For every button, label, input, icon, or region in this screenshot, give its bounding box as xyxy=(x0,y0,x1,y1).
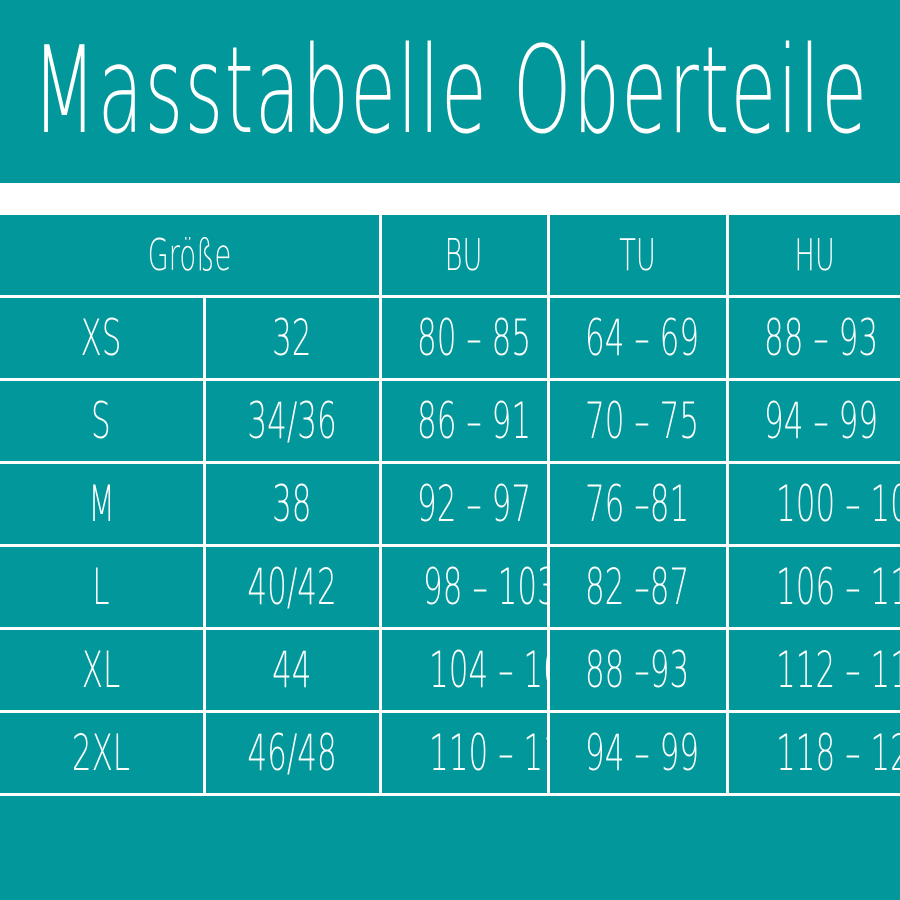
divider-band xyxy=(0,183,900,215)
cell-text: XL xyxy=(81,641,121,699)
cell-text: 100 – 105 xyxy=(775,475,900,533)
cell-bu: 104 – 109 xyxy=(378,627,550,713)
cell-text: 2XL xyxy=(72,724,131,782)
table-row: XS 32 80 – 85 64 – 69 88 – 93 xyxy=(0,295,900,381)
title-text: Masstabelle Oberteile xyxy=(31,22,869,161)
cell-text: 64 – 69 xyxy=(584,309,699,367)
cell-text: 46/48 xyxy=(247,724,337,782)
table-row: XL 44 104 – 109 88 –93 112 – 117 xyxy=(0,627,900,713)
cell-bu: 92 – 97 xyxy=(378,461,550,547)
cell-label: S xyxy=(0,378,206,464)
cell-text: 104 – 109 xyxy=(428,641,545,699)
table-row: L 40/42 98 – 103 82 –87 106 – 111 xyxy=(0,544,900,630)
cell-hu: 100 – 105 xyxy=(725,461,900,547)
cell-size: 40/42 xyxy=(202,544,382,630)
cell-text: 44 xyxy=(272,641,312,699)
table-row: M 38 92 – 97 76 –81 100 – 105 xyxy=(0,461,900,547)
cell-text: 86 – 91 xyxy=(416,392,531,450)
cell-text: 106 – 111 xyxy=(775,558,900,616)
cell-hu: 118 – 123 xyxy=(725,710,900,796)
cell-text: XS xyxy=(80,309,122,367)
cell-tu: 88 –93 xyxy=(546,627,729,713)
cell-size: 34/36 xyxy=(202,378,382,464)
cell-text: S xyxy=(91,392,112,450)
cell-text: M xyxy=(87,475,115,533)
cell-hu: 106 – 111 xyxy=(725,544,900,630)
cell-size: 38 xyxy=(202,461,382,547)
table-row: S 34/36 86 – 91 70 – 75 94 – 99 xyxy=(0,378,900,464)
cell-tu: 76 –81 xyxy=(546,461,729,547)
cell-text: 98 – 103 xyxy=(422,558,548,616)
cell-tu: 82 –87 xyxy=(546,544,729,630)
cell-text: 110 – 115 xyxy=(428,724,545,782)
cell-text: 40/42 xyxy=(247,558,337,616)
cell-bu: 110 – 115 xyxy=(378,710,550,796)
cell-text: 32 xyxy=(272,309,312,367)
cell-tu: 64 – 69 xyxy=(546,295,729,381)
cell-bu: 98 – 103 xyxy=(378,544,550,630)
cell-size: 32 xyxy=(202,295,382,381)
table-header-row: Größe BU TU HU xyxy=(0,215,900,298)
cell-hu: 94 – 99 xyxy=(725,378,900,464)
page-title: Masstabelle Oberteile xyxy=(0,0,900,183)
cell-text: 118 – 123 xyxy=(775,724,900,782)
cell-label: L xyxy=(0,544,206,630)
cell-text: 82 –87 xyxy=(585,558,690,616)
cell-text: 88 –93 xyxy=(585,641,690,699)
cell-text: L xyxy=(92,558,110,616)
cell-text: 80 – 85 xyxy=(416,309,531,367)
cell-text: 76 –81 xyxy=(585,475,690,533)
cell-label: M xyxy=(0,461,206,547)
cell-tu: 70 – 75 xyxy=(546,378,729,464)
cell-label: XL xyxy=(0,627,206,713)
size-table: Größe BU TU HU XS 32 80 – 85 64 – 69 88 – 93… xyxy=(0,215,900,796)
table-row: 2XL 46/48 110 – 115 94 – 99 118 – 123 xyxy=(0,710,900,796)
header-hu: HU xyxy=(725,215,900,298)
cell-hu: 112 – 117 xyxy=(725,627,900,713)
cell-text: 92 – 97 xyxy=(416,475,531,533)
cell-label: XS xyxy=(0,295,206,381)
cell-size: 44 xyxy=(202,627,382,713)
cell-text: 94 – 99 xyxy=(584,724,699,782)
cell-hu: 88 – 93 xyxy=(725,295,900,381)
cell-text: 70 – 75 xyxy=(584,392,699,450)
header-bu: BU xyxy=(378,215,550,298)
header-size: Größe xyxy=(0,215,382,298)
cell-text: 112 – 117 xyxy=(775,641,900,699)
cell-bu: 80 – 85 xyxy=(378,295,550,381)
cell-text: 88 – 93 xyxy=(763,309,878,367)
header-tu: TU xyxy=(546,215,729,298)
cell-size: 46/48 xyxy=(202,710,382,796)
cell-text: 38 xyxy=(272,475,312,533)
cell-text: 94 – 99 xyxy=(763,392,878,450)
cell-label: 2XL xyxy=(0,710,206,796)
cell-bu: 86 – 91 xyxy=(378,378,550,464)
cell-tu: 94 – 99 xyxy=(546,710,729,796)
cell-text: 34/36 xyxy=(247,392,337,450)
